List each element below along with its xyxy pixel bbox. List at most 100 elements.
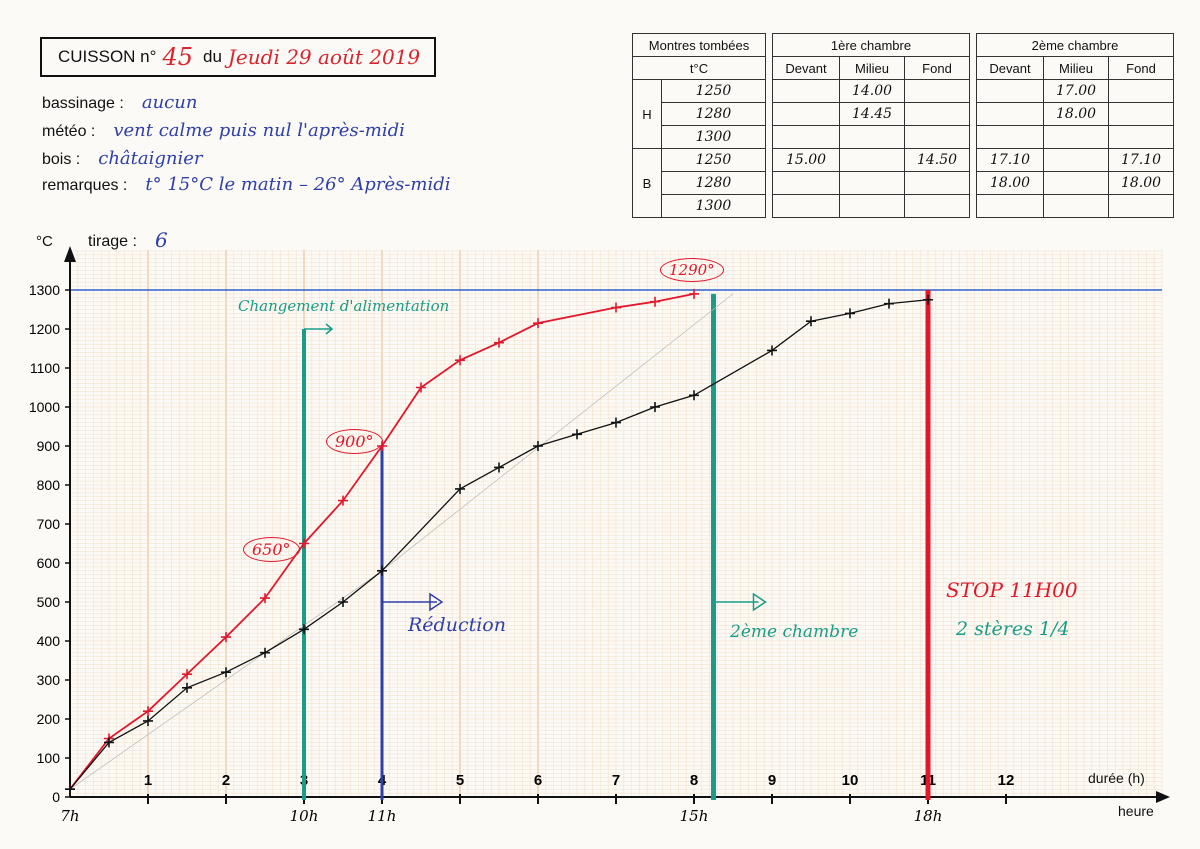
annotation-reduction: Réduction: [408, 614, 506, 636]
data-point: [767, 345, 777, 356]
tirage-label: tirage :: [88, 233, 137, 250]
point-label-650: 650°: [243, 537, 300, 562]
time-cell: [1043, 194, 1109, 218]
data-point: [299, 624, 309, 635]
series-line-0: [69, 293, 695, 790]
hour-label: 15h: [680, 807, 709, 825]
x-tick-label: 8: [690, 772, 698, 789]
time-cell: [1043, 148, 1109, 172]
time-cell: 17.00: [1043, 79, 1109, 103]
y-tick-label: 1300: [29, 282, 60, 298]
x-tick-label: 9: [768, 772, 776, 789]
time-cell: 17.10: [1108, 148, 1174, 172]
time-cell: [1108, 194, 1174, 218]
x-tick-label: 1: [144, 772, 152, 789]
x-axis-arrow-icon: [1156, 791, 1170, 803]
data-point: [338, 495, 348, 506]
time-cell: [839, 171, 905, 195]
header-milieu: Milieu: [839, 56, 905, 80]
y-tick-label: 100: [37, 750, 61, 766]
x2-axis-label: heure: [1118, 803, 1154, 819]
header-devant: Devant: [772, 56, 840, 80]
title-prefix: CUISSON n°: [58, 47, 157, 66]
remark-meteo: météo : vent calme puis nul l'après-midi: [42, 120, 405, 141]
x-tick-label: 10: [842, 772, 859, 789]
data-point: [104, 737, 114, 748]
y-tick-label: 500: [37, 594, 61, 610]
time-cell: [904, 194, 970, 218]
y-tick-label: 600: [37, 555, 61, 571]
time-cell: 14.50: [904, 148, 970, 172]
remark-label: bassinage :: [42, 95, 124, 112]
data-point: [182, 669, 192, 680]
data-point: [650, 402, 660, 412]
data-point: [338, 597, 348, 607]
header-devant: Devant: [976, 56, 1044, 80]
y-tick-label: 300: [37, 672, 61, 688]
header-chamber1: 1ère chambre: [772, 33, 970, 57]
time-cell: [839, 194, 905, 218]
data-point: [533, 318, 543, 329]
data-point: [689, 288, 699, 299]
chambre2-arrow-icon: [713, 592, 767, 612]
temp-cell: 1280: [661, 102, 766, 126]
data-point: [221, 632, 231, 643]
data-point: [884, 298, 894, 309]
y-tick-label: 1000: [29, 399, 60, 415]
data-point: [455, 483, 465, 494]
time-cell: 14.00: [839, 79, 905, 103]
annotation-chambre2: 2ème chambre: [730, 622, 859, 642]
y-tick-label: 400: [37, 633, 61, 649]
data-point: [494, 337, 504, 348]
y-tick-label: 0: [52, 789, 60, 805]
time-cell: 18.00: [1108, 171, 1174, 195]
data-point: [572, 429, 582, 440]
title-box: CUISSON n° 45 du Jeudi 29 août 2019: [40, 37, 436, 77]
x-tick-label: 12: [998, 772, 1015, 789]
x-axis-label: durée (h): [1088, 770, 1145, 786]
time-cell: [772, 171, 840, 195]
annotation-alimentation: Changement d'alimentation: [238, 297, 450, 315]
hour-label: 18h: [914, 807, 943, 825]
cuisson-number: 45: [162, 43, 193, 71]
x-tick-label: 5: [456, 772, 464, 789]
x-tick-label: 7: [612, 772, 620, 789]
data-point: [494, 462, 504, 473]
y-tick-label: 1100: [30, 360, 60, 376]
tirage-value: 6: [155, 228, 168, 252]
annotation-steres: 2 stères 1/4: [956, 618, 1070, 640]
remark-remarques: remarques : t° 15°C le matin – 26° Après-…: [42, 174, 451, 195]
remark-value: vent calme puis nul l'après-midi: [113, 120, 405, 141]
y-tick-label: 800: [37, 477, 61, 493]
time-cell: [976, 125, 1044, 149]
y-axis-arrow-icon: [64, 246, 76, 262]
title-du: du: [202, 47, 222, 66]
data-point: [611, 302, 621, 313]
montres-table: Montres tombées 1ère chambre 2ème chambr…: [632, 33, 1174, 218]
remark-value: t° 15°C le matin – 26° Après-midi: [145, 174, 451, 195]
data-point: [260, 647, 270, 658]
point-label-1290: 1290°: [660, 258, 724, 282]
data-point: [533, 441, 543, 451]
y-tick-label: 700: [37, 516, 61, 532]
time-cell: [904, 171, 970, 195]
remark-label: remarques :: [42, 177, 128, 194]
time-cell: [1043, 125, 1109, 149]
y-tick-label: 1200: [29, 321, 60, 337]
data-point: [182, 682, 192, 693]
time-cell: [1043, 171, 1109, 195]
time-cell: [772, 194, 840, 218]
hour-label: 11h: [368, 807, 397, 825]
alimentation-arrow-icon: [304, 323, 334, 335]
remark-label: bois :: [42, 151, 81, 168]
data-point: [689, 390, 699, 401]
header-fond: Fond: [904, 56, 970, 80]
x-tick-label: 2: [222, 772, 230, 789]
data-point: [611, 417, 621, 428]
data-point: [143, 706, 153, 717]
data-point: [143, 715, 153, 726]
data-point: [455, 355, 465, 366]
temp-cell: 1300: [661, 194, 766, 218]
time-cell: [839, 125, 905, 149]
